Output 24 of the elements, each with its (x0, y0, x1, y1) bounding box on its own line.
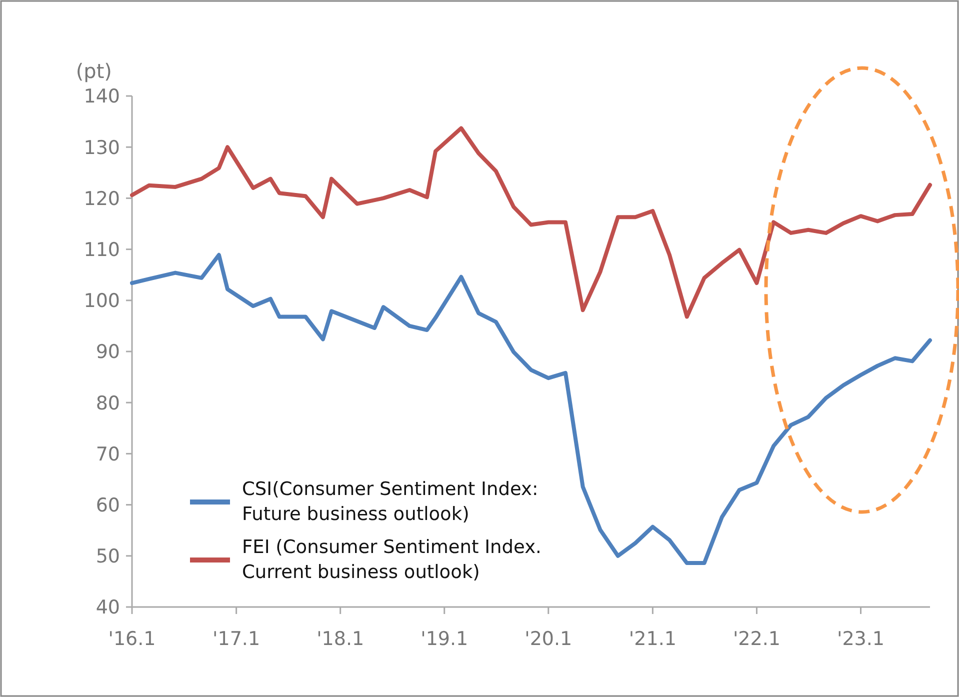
y-tick-label: 120 (84, 188, 120, 210)
x-tick-label: '20.1 (524, 628, 572, 650)
y-tick-label: 50 (96, 546, 120, 568)
legend-label: CSI(Consumer Sentiment Index: Future business outlook) (242, 479, 538, 525)
legend-label: FEI (Consumer Sentiment Index. Current business outlook) (242, 537, 542, 583)
x-tick-label: '17.1 (212, 628, 260, 650)
x-tick-label: '18.1 (316, 628, 364, 650)
y-tick-label: 140 (84, 86, 120, 108)
y-axis-title: (pt) (76, 59, 112, 83)
x-tick-label: '23.1 (836, 628, 885, 650)
line-series (130, 252, 932, 566)
line-series (130, 126, 932, 319)
x-tick-label: '19.1 (420, 628, 468, 650)
y-tick-label: 90 (96, 341, 120, 364)
x-tick-label: '21.1 (628, 628, 676, 650)
x-tick-label: '22.1 (732, 628, 780, 650)
x-tick-label: '16.1 (108, 628, 156, 650)
y-tick-label: 100 (84, 290, 120, 312)
y-tick-label: 110 (84, 238, 120, 261)
y-tick-label: 80 (96, 392, 120, 414)
y-tick-label: 40 (96, 596, 120, 619)
y-tick-label: 130 (84, 136, 120, 159)
y-tick-label: 70 (96, 443, 120, 466)
y-tick-label: 60 (96, 494, 120, 516)
